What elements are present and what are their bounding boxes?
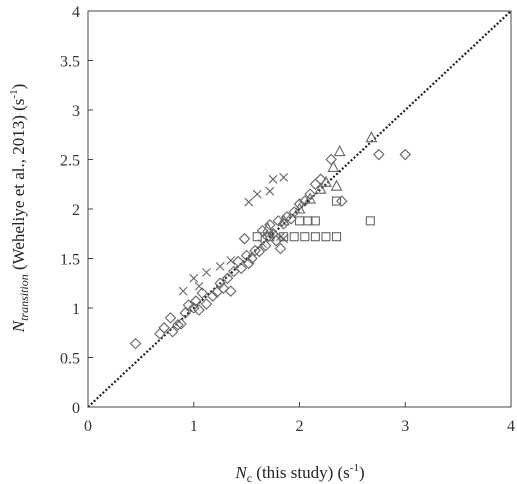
data-point-diamond: [196, 287, 208, 299]
y-tick-label: 0.5: [60, 351, 80, 368]
data-point-diamond: [246, 252, 258, 265]
x-tick-label: 1: [190, 418, 198, 435]
data-point-diamond: [172, 319, 184, 331]
data-point-diamond: [179, 307, 192, 319]
data-point-diamond: [399, 148, 412, 161]
data-point-x: [194, 281, 204, 291]
data-point-square: [310, 216, 320, 226]
x-tick-label: 0: [84, 418, 92, 435]
data-point-x: [265, 229, 275, 239]
y-tick-label: 1.5: [60, 252, 80, 269]
y-tick-label: 1: [72, 301, 80, 318]
x-tick-label: 3: [401, 418, 409, 435]
data-point-triangle: [277, 214, 290, 226]
data-point-x: [215, 262, 225, 271]
data-point-square: [365, 216, 375, 226]
y-axis-label: Ntransition (Weheliye et al., 2013) (s-1…: [8, 84, 31, 334]
data-point-diamond: [288, 206, 300, 218]
data-point-diamond: [249, 244, 261, 257]
data-point-x: [268, 174, 278, 184]
data-point-triangle: [314, 182, 327, 194]
y-tick-label: 0: [72, 400, 80, 417]
data-point-diamond: [264, 219, 276, 231]
data-point-square: [252, 232, 262, 242]
x-tick-label: 2: [296, 418, 304, 435]
data-point-square: [300, 232, 310, 242]
data-point-triangle: [261, 222, 274, 234]
data-point-square: [310, 232, 320, 242]
data-point-x: [252, 189, 262, 199]
data-point-diamond: [158, 322, 170, 334]
data-point-x: [244, 197, 254, 207]
data-point-diamond: [154, 327, 166, 340]
data-point-diamond: [253, 245, 266, 258]
data-point-diamond: [164, 312, 177, 324]
data-point-diamond: [325, 153, 338, 166]
data-point-x: [279, 172, 289, 182]
data-point-diamond: [232, 255, 244, 268]
y-tick-label: 3.5: [60, 54, 80, 71]
data-point-diamond: [166, 325, 179, 338]
data-point-x: [189, 273, 199, 283]
data-point-diamond: [200, 298, 213, 310]
data-point-x: [279, 234, 289, 244]
data-point-square: [331, 232, 342, 242]
data-point-square: [321, 232, 331, 242]
data-point-square: [279, 232, 289, 242]
data-point-x: [258, 239, 267, 249]
y-tick-label: 2: [72, 202, 80, 219]
data-point-triangle: [327, 160, 340, 172]
data-point-diamond: [214, 277, 226, 290]
data-point-diamond: [224, 285, 237, 297]
x-axis-ticks: 0 1 2 3 4: [84, 402, 515, 435]
y-tick-label: 4: [72, 4, 80, 21]
data-point-diamond: [274, 242, 287, 255]
data-point-diamond: [373, 148, 385, 161]
data-point-diamond: [207, 290, 219, 302]
data-point-diamond: [299, 195, 311, 207]
data-point-diamond: [293, 198, 306, 210]
x-tick-label: 4: [507, 418, 515, 435]
data-point-x: [202, 267, 211, 277]
data-point-diamond: [238, 232, 251, 245]
data-point-square: [294, 216, 305, 226]
data-point-diamond: [221, 272, 234, 285]
data-point-x: [265, 186, 275, 196]
data-point-diamond: [217, 282, 230, 294]
data-point-x: [226, 256, 236, 265]
data-point-diamond: [235, 262, 248, 275]
data-point-triangle: [365, 131, 378, 143]
data-point-diamond: [175, 318, 187, 330]
data-point-square: [303, 216, 313, 226]
data-point-diamond: [256, 225, 269, 237]
data-point-diamond: [193, 304, 205, 316]
y-tick-label: 3: [72, 103, 80, 120]
data-point-x: [178, 286, 188, 296]
data-point-diamond: [304, 188, 316, 200]
data-point-triangle: [320, 175, 332, 187]
data-point-diamond: [242, 257, 255, 270]
x-axis-label: Nc (this study) (s-1): [234, 462, 364, 484]
data-point-triangle: [304, 192, 316, 204]
data-point-square: [289, 232, 299, 242]
data-point-triangle: [293, 202, 306, 214]
data-point-square: [331, 196, 342, 206]
data-point-diamond: [182, 299, 195, 311]
data-point-triangle: [333, 144, 346, 157]
data-point-triangle: [330, 179, 343, 191]
y-axis-ticks: 0 0.5 1 1.5 2 2.5 3 3.5 4: [60, 4, 93, 417]
data-point-diamond: [129, 337, 142, 350]
data-point-diamond: [190, 295, 202, 307]
y-tick-label: 2.5: [60, 153, 80, 170]
data-point-diamond: [336, 195, 348, 207]
data-points: [129, 131, 412, 350]
